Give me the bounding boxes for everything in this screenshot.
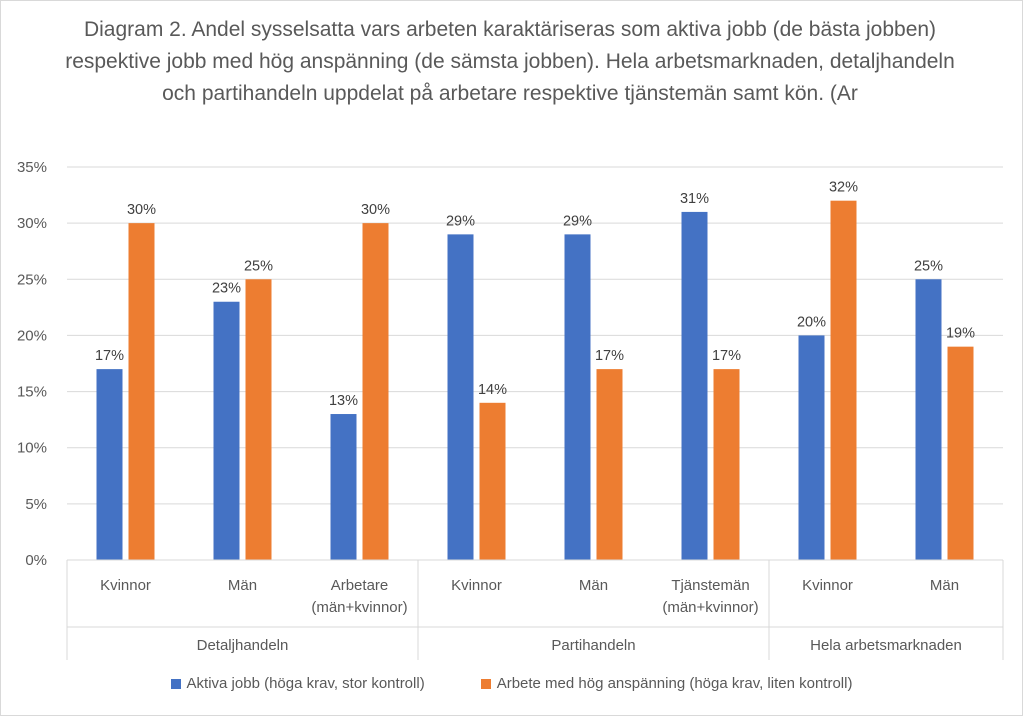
x-group-label: Detaljhandeln <box>197 637 289 654</box>
x-category-label: Män <box>228 577 257 594</box>
data-label: 25% <box>244 258 273 274</box>
y-tick-label: 30% <box>17 215 47 232</box>
y-tick-label: 20% <box>17 327 47 344</box>
y-tick-label: 15% <box>17 384 47 401</box>
data-label: 31% <box>680 191 709 207</box>
legend: Aktiva jobb (höga krav, stor kontroll) Ar… <box>0 675 1023 692</box>
bar-series-1 <box>213 301 240 560</box>
bar-series-2 <box>245 279 272 560</box>
legend-label: Aktiva jobb (höga krav, stor kontroll) <box>186 675 425 692</box>
legend-item-series-1: Aktiva jobb (höga krav, stor kontroll) <box>170 675 425 692</box>
x-group-label: Hela arbetsmarknaden <box>810 637 962 654</box>
y-tick-label: 5% <box>25 496 47 513</box>
data-label: 17% <box>595 348 624 364</box>
x-category-label: (män+kvinnor) <box>311 599 407 616</box>
bar-series-1 <box>96 369 123 560</box>
legend-item-series-2: Arbete med hög anspänning (höga krav, li… <box>480 675 853 692</box>
y-tick-label: 25% <box>17 271 47 288</box>
data-label: 29% <box>563 213 592 229</box>
data-label: 13% <box>329 393 358 409</box>
y-axis: 0% 5% 10% 15% 20% 25% 30% 35% <box>17 159 47 569</box>
bar-series-1 <box>681 211 708 560</box>
data-labels: 17% 23% 13% 29% 29% 31% 20% 25% 30% 25% 30% 14% 17% 1… <box>95 180 975 409</box>
x-category-label: Kvinnor <box>100 577 151 594</box>
data-label: 14% <box>478 382 507 398</box>
y-tick-label: 0% <box>25 552 47 569</box>
legend-swatch <box>480 678 491 689</box>
bar-series-2 <box>362 223 389 560</box>
data-label: 25% <box>914 258 943 274</box>
bar-series-2 <box>713 369 740 560</box>
bar-series-1 <box>798 335 825 560</box>
x-category-label: Kvinnor <box>451 577 502 594</box>
data-label: 17% <box>95 348 124 364</box>
bar-series-1 <box>447 234 474 560</box>
data-label: 20% <box>797 314 826 330</box>
data-label: 30% <box>361 202 390 218</box>
legend-label: Arbete med hög anspänning (höga krav, li… <box>496 675 853 692</box>
data-label: 30% <box>127 202 156 218</box>
data-label: 23% <box>212 281 241 297</box>
x-category-label: Män <box>579 577 608 594</box>
x-axis: Kvinnor Män Arbetare (män+kvinnor) Kvinnor Mä… <box>66 559 1004 660</box>
data-label: 32% <box>829 180 858 196</box>
bar-series-2 <box>947 346 974 560</box>
bars <box>96 200 974 560</box>
bar-series-2 <box>479 402 506 560</box>
data-label: 17% <box>712 348 741 364</box>
data-label: 19% <box>946 326 975 342</box>
bar-series-2 <box>830 200 857 560</box>
bar-series-1 <box>915 279 942 560</box>
bar-series-2 <box>596 369 623 560</box>
data-label: 29% <box>446 213 475 229</box>
x-category-label: (män+kvinnor) <box>662 599 758 616</box>
legend-swatch <box>170 678 181 689</box>
x-category-label: Män <box>930 577 959 594</box>
bar-series-1 <box>330 414 357 560</box>
x-category-label: Tjänstemän <box>671 577 749 594</box>
bar-series-1 <box>564 234 591 560</box>
y-tick-label: 10% <box>17 440 47 457</box>
x-category-label: Arbetare <box>331 577 389 594</box>
x-group-label: Partihandeln <box>551 637 635 654</box>
chart-title: Diagram 2. Andel sysselsatta vars arbete… <box>65 18 955 105</box>
x-category-label: Kvinnor <box>802 577 853 594</box>
gridlines <box>67 166 1003 505</box>
bar-series-2 <box>128 223 155 560</box>
y-tick-label: 35% <box>17 159 47 176</box>
